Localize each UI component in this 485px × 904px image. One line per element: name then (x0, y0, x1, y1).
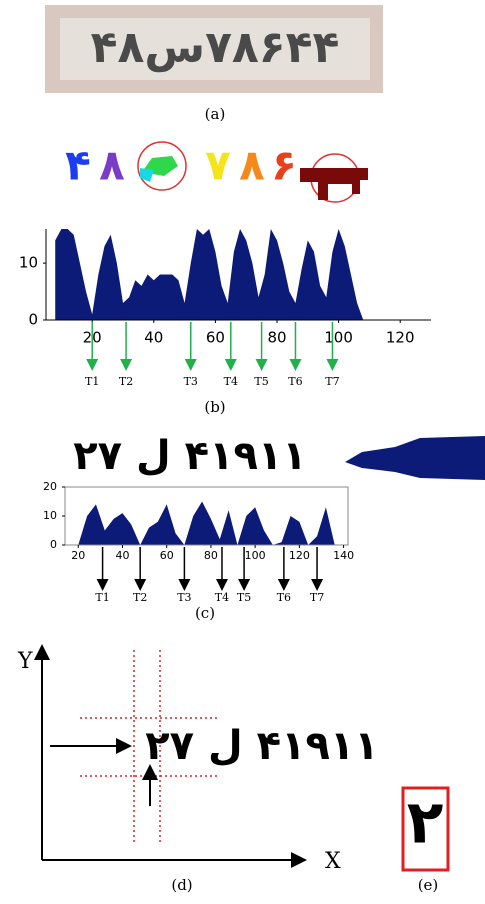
segmented-char: ۷ (205, 141, 231, 190)
threshold-label: T2 (133, 591, 147, 604)
caption: (a) (205, 105, 226, 123)
plate-characters: ۲۷ ل ۴۱۹۱۱ (145, 723, 378, 769)
x-tick-label: 120 (289, 549, 310, 562)
y-label: Y (17, 649, 33, 674)
plate-text: ۴۸س۷۸۶۴۴ (91, 22, 340, 73)
plate-face (60, 18, 370, 80)
y-tick-label: 10 (19, 254, 38, 272)
threshold-label: T6 (288, 375, 302, 388)
caption: (d) (171, 876, 192, 894)
plate-characters: ۲۷ ل ۴۱۹۱۱ (73, 433, 306, 479)
x-tick-label: 140 (333, 549, 354, 562)
threshold-label: T6 (277, 591, 291, 604)
char-box (401, 786, 450, 872)
x-tick-label: 20 (71, 549, 85, 562)
y-tick-label: 20 (43, 480, 57, 493)
blob (140, 168, 154, 182)
caption: (c) (195, 604, 215, 622)
threshold-label: T4 (215, 591, 229, 604)
x-tick-label: 60 (160, 549, 174, 562)
threshold-label: T2 (119, 375, 133, 388)
segmented-char: ۸ (239, 141, 265, 190)
x-tick-label: 80 (267, 329, 286, 347)
segmented-char: ۸ (99, 141, 125, 190)
x-tick-label: 40 (144, 329, 163, 347)
threshold-label: T1 (95, 591, 109, 604)
x-label: X (325, 849, 341, 874)
segmented-char: ۲ (407, 788, 444, 858)
threshold-label: T7 (310, 591, 324, 604)
x-tick-label: 40 (115, 549, 129, 562)
threshold-label: T3 (177, 591, 191, 604)
profile-wedge (345, 436, 485, 480)
highlight-circle (137, 141, 187, 191)
y-tick-label: 10 (43, 509, 57, 522)
threshold-label: T5 (254, 375, 268, 388)
x-tick-label: 80 (204, 549, 218, 562)
threshold-label: T5 (237, 591, 251, 604)
profile-area (78, 501, 335, 545)
caption: (b) (204, 398, 225, 416)
threshold-label: T4 (224, 375, 238, 388)
x-tick-label: 100 (324, 329, 353, 347)
bounding-lines (80, 650, 218, 845)
threshold-label: T3 (184, 375, 198, 388)
segmented-char: ۴ (65, 141, 91, 190)
profile-area (55, 229, 364, 320)
threshold-label: T1 (85, 375, 99, 388)
caption: (e) (418, 876, 439, 894)
y-tick-label: 0 (50, 538, 57, 551)
y-tick-label: 0 (28, 311, 38, 329)
threshold-label: T7 (325, 375, 339, 388)
segmented-char: ۶ (271, 141, 297, 190)
x-tick-label: 60 (206, 329, 225, 347)
x-tick-label: 120 (386, 329, 415, 347)
x-tick-label: 100 (245, 549, 266, 562)
blob (300, 168, 368, 200)
